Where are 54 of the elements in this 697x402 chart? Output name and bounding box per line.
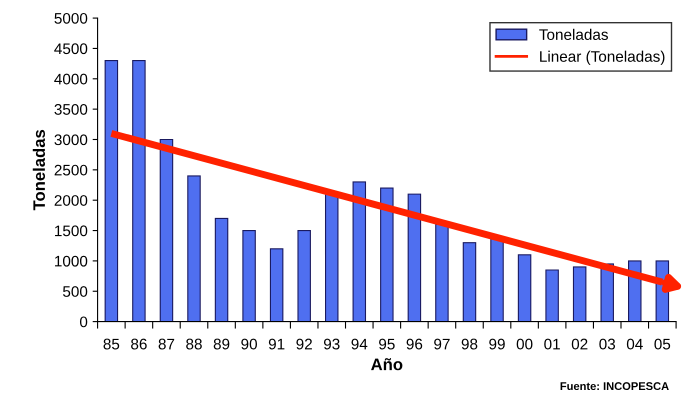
bar [297, 230, 311, 322]
x-tick-label: 86 [131, 338, 147, 350]
y-tick-label: 5000 [54, 12, 88, 24]
x-tick-label: 94 [352, 338, 368, 350]
x-tick-label: 89 [214, 338, 230, 350]
x-tick-label: 92 [296, 338, 312, 350]
bar [380, 188, 394, 322]
y-tick-label: 2500 [54, 164, 88, 176]
bar [352, 181, 366, 322]
x-tick-label: 02 [572, 338, 588, 350]
x-tick-label: 05 [654, 338, 670, 350]
y-tick-label: 500 [62, 286, 88, 297]
bar [160, 138, 174, 322]
x-tick-label: 01 [544, 338, 560, 350]
x-axis-title: Año [371, 358, 402, 370]
bar [462, 242, 476, 322]
bar [104, 60, 118, 322]
x-tick-label: 99 [489, 338, 505, 350]
y-tick-label: 1500 [55, 225, 88, 236]
y-tick-label: 4000 [54, 74, 88, 84]
x-tick-label: 85 [104, 338, 120, 350]
legend-label: Linear (Toneladas) [540, 50, 664, 65]
y-tick-label: 3000 [54, 134, 88, 146]
x-tick-label: 97 [434, 338, 450, 350]
bar [545, 269, 559, 322]
bar [518, 254, 532, 322]
y-tick-label: 0 [80, 316, 88, 328]
bar [214, 218, 228, 322]
x-tick-label: 96 [406, 338, 422, 350]
x-tick-label: 03 [599, 338, 616, 350]
x-tick-label: 87 [158, 338, 174, 350]
x-tick-label: 91 [268, 338, 284, 350]
bar [187, 175, 201, 322]
bar [408, 194, 422, 322]
legend-label: Toneladas [539, 28, 608, 40]
source-note: Fuente: INCOPESCA [560, 382, 669, 390]
y-tick-label: 4500 [54, 43, 88, 54]
bar [270, 248, 284, 322]
x-tick-label: 98 [462, 338, 478, 350]
bar [572, 266, 586, 322]
x-tick-label: 90 [241, 338, 257, 350]
x-tick-label: 04 [626, 338, 643, 350]
y-tick-label: 3500 [54, 104, 88, 115]
bar [132, 60, 146, 322]
y-axis-title: Toneladas [32, 130, 46, 210]
x-tick-label: 88 [186, 338, 202, 350]
bar [242, 230, 256, 322]
x-tick-label: 00 [516, 338, 532, 350]
y-tick-label: 1000 [55, 256, 88, 267]
bar [324, 194, 338, 322]
x-tick-label: 93 [324, 338, 340, 350]
y-tick-label: 2000 [54, 195, 88, 206]
x-tick-label: 95 [379, 338, 395, 350]
bar [435, 224, 449, 322]
